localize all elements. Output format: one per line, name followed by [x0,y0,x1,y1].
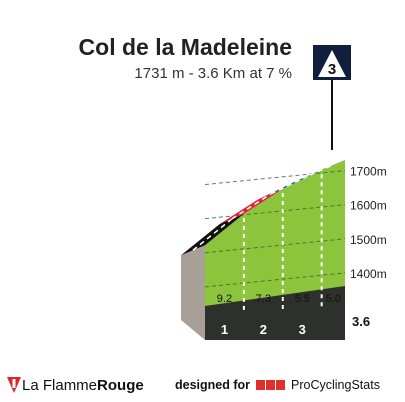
profile-ground-strip [205,306,345,340]
category-badge-label: 3 [328,61,336,78]
la-flamme-rouge-logo: La FlammeRouge [6,376,144,394]
climb-subtitle: 1731 m - 3.6 Km at 7 % [134,65,292,82]
y-tick-label: 1400m [350,267,387,281]
km-label: 3 [299,322,306,337]
gridline [204,204,346,220]
brand-prefix: La Flamme [22,376,98,394]
road-centre-line [270,174,310,195]
category-mountain-icon [318,50,346,77]
segment-gradient-label: 5.5 [295,293,310,305]
profile-fill-area [205,160,345,328]
gridline [204,238,346,254]
gridline [204,272,346,288]
gridline [204,170,346,186]
credit-name: ProCyclingStats [291,378,380,392]
km-label: 2 [260,322,267,337]
credit-line: designed for ProCyclingStats [175,378,380,392]
profile-side-face [181,245,205,340]
y-tick-label: 1700m [350,165,387,179]
segment-gradient-label: 7.3 [256,293,271,305]
road-centre-line [309,164,334,176]
km-label: 1 [221,322,228,337]
flamme-rouge-flag-icon [7,377,21,393]
road-centre-line [231,193,272,220]
gradient-segment-road [219,188,283,224]
profile-ground-bevel [205,286,345,306]
y-tick-label: 1600m [350,199,387,213]
km-label: 3.6 [352,314,370,329]
pcs-logo-icon [256,380,286,390]
segment-gradient-label: 9.2 [217,293,232,305]
credit-prefix: designed for [175,378,251,392]
brand-suffix: Rouge [97,376,144,394]
climb-title: Col de la Madeleine [78,34,292,60]
segment-gradient-label: 5.0 [326,293,341,305]
y-tick-label: 1500m [350,233,387,247]
gradient-segment-road [181,213,244,256]
